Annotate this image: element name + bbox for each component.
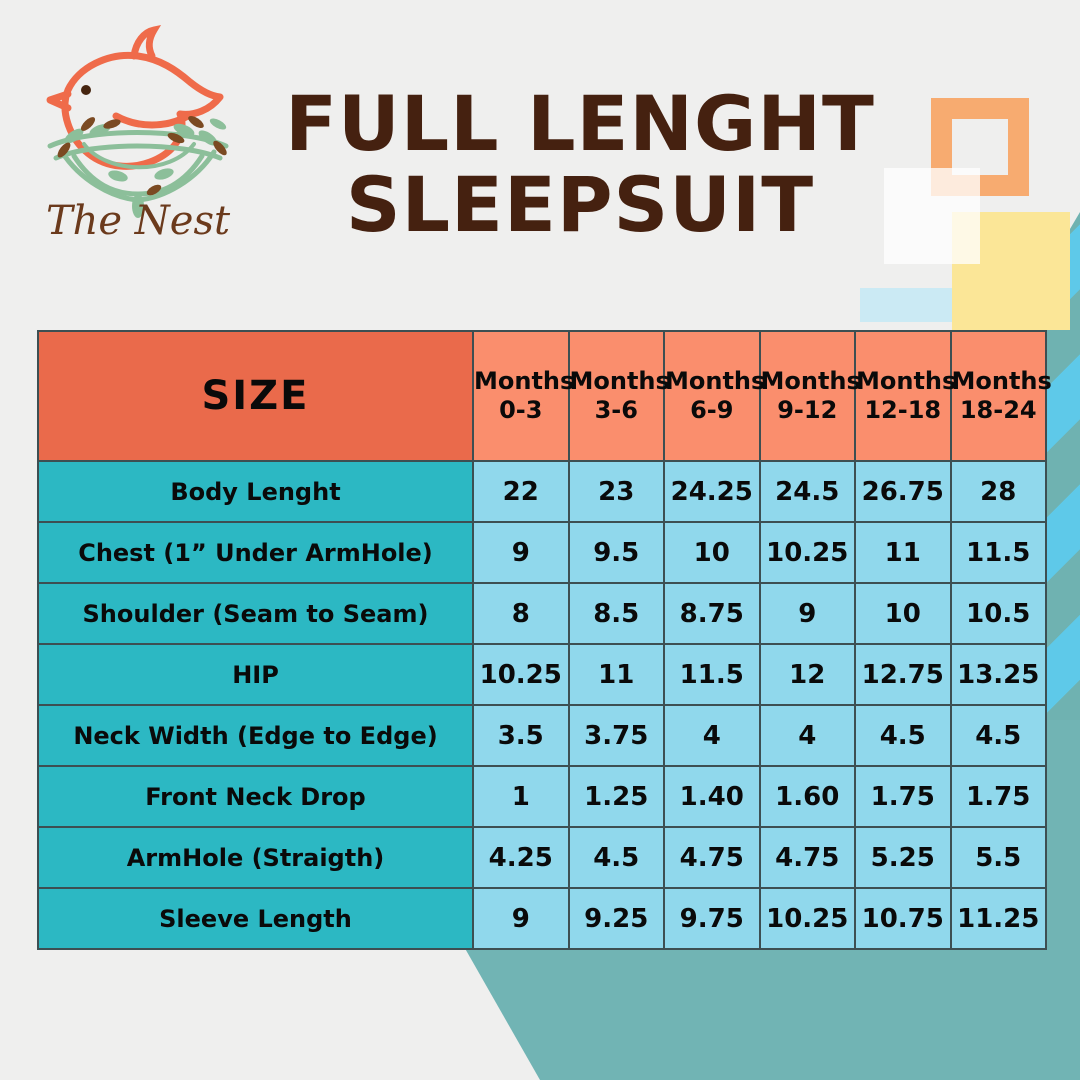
table-cell: 4 (758, 704, 856, 767)
page-title: FULL LENGHT SLEEPSUIT (270, 79, 890, 249)
table-cell: 26.75 (854, 460, 952, 523)
table-cell: 13.25 (949, 643, 1047, 706)
table-cell: 3.75 (567, 704, 665, 767)
table-cell: 4.5 (854, 704, 952, 767)
table-row: HIP 10.25 11 11.5 12 12.75 13.25 (37, 643, 1047, 706)
table-cell: 3.5 (472, 704, 570, 767)
column-header-label: Months (951, 366, 1052, 395)
table-cell: 11.5 (949, 521, 1047, 584)
column-header-months-9-12: Months 9-12 (758, 330, 861, 462)
size-chart-table: SIZE Months 0-3 Months 3-6 Months 6-9 Mo… (37, 330, 1052, 950)
table-cell: 11.5 (663, 643, 761, 706)
table-cell: 11 (567, 643, 665, 706)
table-cell: 9.25 (567, 887, 665, 950)
row-label: Neck Width (Edge to Edge) (37, 704, 474, 767)
column-header-label: Months (856, 366, 957, 395)
column-header-range: 0-3 (499, 396, 543, 424)
column-header-range: 18-24 (959, 396, 1037, 424)
white-square-decoration (884, 168, 980, 264)
table-row: Neck Width (Edge to Edge) 3.5 3.75 4 4 4… (37, 704, 1047, 767)
table-cell: 1.75 (949, 765, 1047, 828)
row-label: Sleeve Length (37, 887, 474, 950)
column-header-range: 9-12 (777, 396, 838, 424)
column-header-months-3-6: Months 3-6 (567, 330, 670, 462)
table-cell: 10.75 (854, 887, 952, 950)
table-cell: 10 (854, 582, 952, 645)
column-header-months-6-9: Months 6-9 (663, 330, 766, 462)
column-header-range: 6-9 (690, 396, 734, 424)
table-cell: 10 (663, 521, 761, 584)
table-cell: 5.5 (949, 826, 1047, 889)
table-cell: 10.25 (472, 643, 570, 706)
brand-logo: The Nest (34, 24, 244, 244)
table-cell: 4.25 (472, 826, 570, 889)
table-cell: 11.25 (949, 887, 1047, 950)
column-header-months-0-3: Months 0-3 (472, 330, 575, 462)
table-cell: 1.75 (854, 765, 952, 828)
table-cell: 12 (758, 643, 856, 706)
orange-square-outline-decoration (931, 98, 1029, 196)
table-cell: 9.75 (663, 887, 761, 950)
brand-wordmark: The Nest (46, 198, 231, 240)
row-label: Chest (1” Under ArmHole) (37, 521, 474, 584)
table-row: Sleeve Length 9 9.25 9.75 10.25 10.75 11… (37, 887, 1047, 950)
table-cell: 4 (663, 704, 761, 767)
row-label: Front Neck Drop (37, 765, 474, 828)
table-cell: 10.5 (949, 582, 1047, 645)
table-body: Body Lenght 22 23 24.25 24.5 26.75 28 Ch… (37, 460, 1047, 950)
column-header-label: Months (474, 366, 575, 395)
table-cell: 4.75 (758, 826, 856, 889)
table-cell: 4.5 (949, 704, 1047, 767)
table-cell: 4.75 (663, 826, 761, 889)
table-row: Chest (1” Under ArmHole) 9 9.5 10 10.25 … (37, 521, 1047, 584)
column-header-months-12-18: Months 12-18 (854, 330, 957, 462)
table-cell: 8.75 (663, 582, 761, 645)
table-cell: 28 (949, 460, 1047, 523)
table-header-row: SIZE Months 0-3 Months 3-6 Months 6-9 Mo… (37, 330, 1052, 462)
title-line-2: SLEEPSUIT (345, 159, 815, 249)
table-cell: 8 (472, 582, 570, 645)
column-header-range: 3-6 (594, 396, 638, 424)
column-header-months-18-24: Months 18-24 (949, 330, 1052, 462)
table-cell: 5.25 (854, 826, 952, 889)
size-column-header: SIZE (37, 330, 474, 462)
table-cell: 1.40 (663, 765, 761, 828)
table-cell: 10.25 (758, 521, 856, 584)
row-label: Shoulder (Seam to Seam) (37, 582, 474, 645)
table-cell: 23 (567, 460, 665, 523)
table-cell: 11 (854, 521, 952, 584)
column-header-label: Months (665, 366, 766, 395)
row-label: HIP (37, 643, 474, 706)
table-cell: 1.60 (758, 765, 856, 828)
table-cell: 8.5 (567, 582, 665, 645)
table-row: ArmHole (Straigth) 4.25 4.5 4.75 4.75 5.… (37, 826, 1047, 889)
row-label: Body Lenght (37, 460, 474, 523)
title-line-1: FULL LENGHT (285, 79, 875, 168)
bird-over-nest-icon: The Nest (46, 25, 231, 244)
column-header-label: Months (569, 366, 670, 395)
table-cell: 10.25 (758, 887, 856, 950)
yellow-square-decoration (952, 212, 1070, 330)
table-cell: 4.5 (567, 826, 665, 889)
table-cell: 22 (472, 460, 570, 523)
table-cell: 9 (472, 521, 570, 584)
table-cell: 9 (472, 887, 570, 950)
table-row: Front Neck Drop 1 1.25 1.40 1.60 1.75 1.… (37, 765, 1047, 828)
table-cell: 1.25 (567, 765, 665, 828)
row-label: ArmHole (Straigth) (37, 826, 474, 889)
column-header-range: 12-18 (864, 396, 942, 424)
table-row: Shoulder (Seam to Seam) 8 8.5 8.75 9 10 … (37, 582, 1047, 645)
table-cell: 9.5 (567, 521, 665, 584)
table-cell: 24.25 (663, 460, 761, 523)
pale-blue-square-decoration (860, 288, 972, 322)
table-cell: 12.75 (854, 643, 952, 706)
table-cell: 24.5 (758, 460, 856, 523)
table-header: SIZE Months 0-3 Months 3-6 Months 6-9 Mo… (37, 330, 1052, 462)
table-cell: 1 (472, 765, 570, 828)
table-row: Body Lenght 22 23 24.25 24.5 26.75 28 (37, 460, 1047, 523)
table-cell: 9 (758, 582, 856, 645)
column-header-label: Months (760, 366, 861, 395)
